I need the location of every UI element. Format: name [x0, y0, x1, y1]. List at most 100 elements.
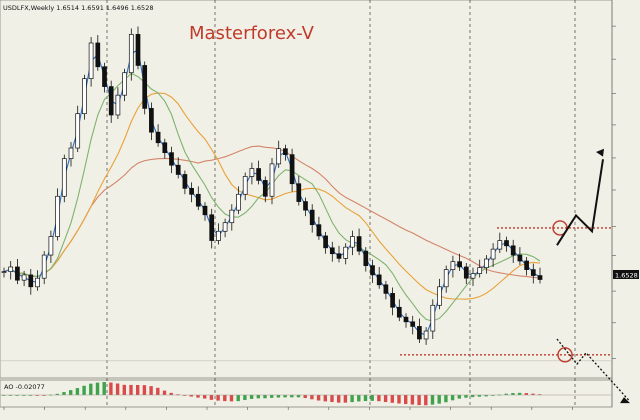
candle-body — [75, 113, 81, 149]
support-breakout-circle — [557, 347, 573, 363]
candle — [530, 263, 536, 284]
candle — [155, 124, 161, 147]
candle — [309, 204, 315, 233]
oscillator-bar — [122, 384, 126, 395]
candle-body — [430, 304, 436, 332]
candle — [430, 299, 436, 339]
candle — [55, 188, 60, 241]
oscillator-bar — [357, 395, 361, 402]
candle — [403, 313, 409, 328]
candle — [437, 278, 442, 310]
oscillator-bar — [203, 395, 207, 399]
oscillator-bar — [383, 395, 388, 403]
oscillator-bar — [310, 395, 314, 400]
candle — [61, 154, 67, 203]
oscillator-bar — [223, 395, 227, 402]
candlestick-series — [1, 26, 543, 345]
candle-body — [296, 183, 302, 202]
oscillator-bar — [115, 383, 120, 395]
candle-body — [28, 274, 34, 288]
candle-body — [390, 293, 395, 308]
candle — [336, 245, 342, 263]
candle — [343, 243, 349, 265]
oscillator-bar — [62, 392, 66, 395]
oscillator-bar — [196, 395, 200, 398]
oscillator-bar — [129, 384, 133, 395]
candle-body — [303, 201, 308, 211]
candle-body — [443, 269, 449, 288]
candle-body — [383, 284, 389, 294]
oscillator-bar — [377, 395, 381, 402]
oscillator-bar — [316, 395, 321, 401]
candle-body — [477, 267, 483, 274]
candle-body — [403, 316, 409, 323]
candle — [450, 255, 456, 278]
candle — [283, 144, 288, 161]
candle-body — [88, 42, 94, 80]
candle-body — [41, 254, 47, 279]
oscillator-bar — [450, 395, 455, 401]
oscillator-bar — [263, 395, 267, 399]
candle — [222, 218, 228, 238]
candle-body — [236, 193, 241, 211]
oscillator-bar — [296, 395, 301, 398]
candle — [303, 197, 308, 217]
candle-body — [510, 245, 516, 256]
candle-body — [289, 154, 295, 185]
candle — [470, 267, 476, 287]
oscillator-bar — [303, 395, 307, 399]
oscillator-bar — [136, 384, 140, 395]
candle-body — [283, 148, 288, 155]
oscillator-bar — [169, 392, 173, 395]
candle — [108, 80, 114, 123]
oscillator-bar — [2, 395, 6, 396]
oscillator-bar — [390, 395, 394, 403]
oscillator-bar — [491, 395, 495, 396]
candle-body — [262, 180, 268, 197]
oscillator-bar — [176, 394, 180, 396]
candle — [490, 243, 496, 267]
oscillator-bar — [290, 395, 294, 398]
candle — [410, 315, 416, 335]
candle-body — [61, 158, 67, 197]
candle-body — [343, 246, 349, 259]
candle — [135, 26, 141, 70]
oscillator-bar — [89, 383, 93, 395]
candle — [182, 170, 188, 195]
oscillator-bar — [256, 395, 260, 399]
candle-body — [55, 195, 60, 237]
oscillator-bar — [337, 395, 341, 403]
candle — [41, 251, 47, 285]
candle-body — [504, 240, 509, 247]
candle — [68, 142, 74, 167]
oscillator-bar — [484, 395, 488, 397]
oscillator-bar — [437, 395, 441, 404]
candle — [8, 261, 14, 280]
candle-body — [182, 174, 188, 189]
candle-body — [417, 326, 422, 340]
candle-body — [376, 274, 382, 286]
oscillator-bar — [350, 395, 354, 403]
candle-body — [175, 164, 181, 175]
candle — [169, 146, 174, 174]
candle — [423, 327, 429, 345]
candle-body — [209, 214, 215, 241]
candle — [128, 28, 134, 81]
oscillator-bar — [209, 395, 214, 400]
oscillator-bar — [55, 393, 59, 395]
candle — [510, 239, 516, 263]
candle — [149, 102, 154, 141]
candle — [296, 175, 302, 206]
candle-body — [249, 168, 255, 177]
candle — [175, 157, 181, 179]
candle — [256, 160, 261, 185]
candle — [350, 230, 355, 256]
oscillator-bar — [471, 395, 475, 398]
candle-body — [437, 286, 442, 306]
candle — [48, 230, 54, 263]
oscillator-bar — [457, 395, 461, 399]
oscillator-bar — [42, 395, 46, 396]
candle-body — [162, 142, 168, 154]
candle — [289, 148, 295, 192]
